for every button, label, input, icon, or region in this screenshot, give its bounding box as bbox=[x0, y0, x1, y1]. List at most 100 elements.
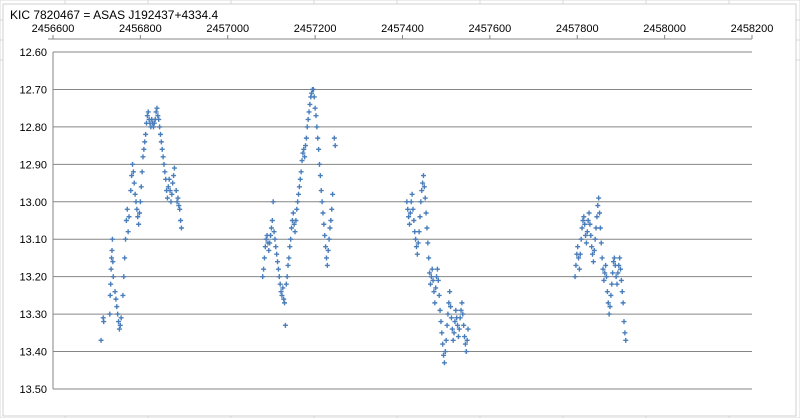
data-point bbox=[460, 311, 466, 317]
data-point bbox=[274, 251, 280, 257]
data-point bbox=[296, 191, 302, 197]
data-point bbox=[417, 214, 423, 220]
data-point bbox=[275, 266, 281, 272]
data-point bbox=[326, 236, 332, 242]
data-point bbox=[327, 225, 333, 231]
data-point bbox=[421, 184, 427, 190]
data-point bbox=[435, 277, 441, 283]
data-point bbox=[130, 161, 136, 167]
data-point bbox=[282, 322, 288, 328]
data-point bbox=[448, 304, 454, 310]
data-point bbox=[284, 274, 290, 280]
data-point bbox=[125, 229, 131, 235]
data-point bbox=[178, 225, 184, 231]
data-point bbox=[608, 292, 614, 298]
data-point bbox=[161, 161, 167, 167]
data-point bbox=[165, 184, 171, 190]
data-point bbox=[428, 274, 434, 280]
data-point bbox=[583, 232, 589, 238]
data-point bbox=[316, 146, 322, 152]
data-point bbox=[601, 277, 607, 283]
data-point bbox=[302, 154, 308, 160]
data-point bbox=[318, 188, 324, 194]
data-point bbox=[261, 266, 267, 272]
data-point bbox=[171, 165, 177, 171]
data-point bbox=[609, 281, 615, 287]
data-point bbox=[431, 289, 437, 295]
data-point bbox=[300, 150, 306, 156]
data-point bbox=[268, 232, 274, 238]
data-point bbox=[329, 206, 335, 212]
data-point bbox=[137, 199, 143, 205]
data-point bbox=[150, 124, 156, 130]
y-tick-label: 13.30 bbox=[19, 309, 47, 321]
data-point bbox=[312, 105, 318, 111]
data-point bbox=[271, 229, 277, 235]
data-point bbox=[598, 240, 604, 246]
data-point bbox=[139, 169, 145, 175]
data-point bbox=[296, 184, 302, 190]
data-point bbox=[465, 326, 471, 332]
data-point bbox=[411, 218, 417, 223]
data-point bbox=[615, 270, 621, 276]
chart-background bbox=[2, 3, 797, 417]
data-point bbox=[600, 266, 606, 272]
data-point bbox=[170, 180, 176, 186]
y-tick-label: 13.00 bbox=[19, 197, 47, 209]
data-point bbox=[590, 259, 596, 265]
data-point bbox=[135, 214, 141, 220]
data-point bbox=[101, 319, 107, 325]
data-point bbox=[597, 210, 603, 216]
data-point bbox=[415, 240, 421, 246]
data-point bbox=[614, 281, 620, 287]
data-point bbox=[437, 307, 443, 313]
data-point bbox=[282, 300, 288, 306]
data-point bbox=[156, 116, 162, 122]
data-point bbox=[588, 232, 594, 238]
data-point bbox=[413, 244, 419, 250]
data-point bbox=[603, 262, 609, 268]
series-points bbox=[98, 86, 629, 366]
x-tick-label: 2456600 bbox=[32, 23, 75, 35]
data-point bbox=[133, 199, 139, 205]
data-point bbox=[309, 90, 315, 96]
data-point bbox=[110, 274, 116, 280]
data-point bbox=[120, 292, 126, 298]
data-point bbox=[299, 158, 305, 164]
data-point bbox=[144, 113, 150, 119]
data-point bbox=[263, 236, 269, 242]
data-point bbox=[275, 259, 281, 265]
data-point bbox=[617, 255, 623, 261]
data-point bbox=[261, 255, 267, 261]
data-point bbox=[304, 124, 310, 130]
data-point bbox=[455, 322, 461, 328]
data-point bbox=[594, 214, 600, 220]
data-point bbox=[418, 199, 424, 205]
data-point bbox=[463, 349, 469, 355]
data-point bbox=[422, 195, 428, 201]
x-tick-label: 2458200 bbox=[731, 23, 774, 35]
data-point bbox=[153, 109, 159, 115]
data-point bbox=[618, 277, 624, 283]
data-point bbox=[117, 322, 123, 328]
data-point bbox=[323, 255, 329, 261]
data-point bbox=[177, 206, 183, 212]
data-point bbox=[620, 300, 626, 306]
data-point bbox=[442, 349, 448, 355]
data-point bbox=[313, 113, 319, 119]
data-point bbox=[584, 229, 590, 235]
data-point bbox=[121, 274, 127, 280]
data-point bbox=[419, 188, 425, 194]
data-point bbox=[319, 199, 325, 205]
data-point bbox=[414, 251, 420, 257]
x-tick-label: 2457000 bbox=[206, 23, 249, 35]
data-point bbox=[450, 337, 456, 343]
data-point bbox=[456, 326, 462, 332]
data-point bbox=[305, 116, 311, 122]
data-point bbox=[424, 225, 430, 231]
data-point bbox=[134, 206, 140, 212]
data-point bbox=[585, 218, 591, 223]
y-tick-label: 13.10 bbox=[19, 234, 47, 246]
data-point bbox=[171, 173, 177, 179]
